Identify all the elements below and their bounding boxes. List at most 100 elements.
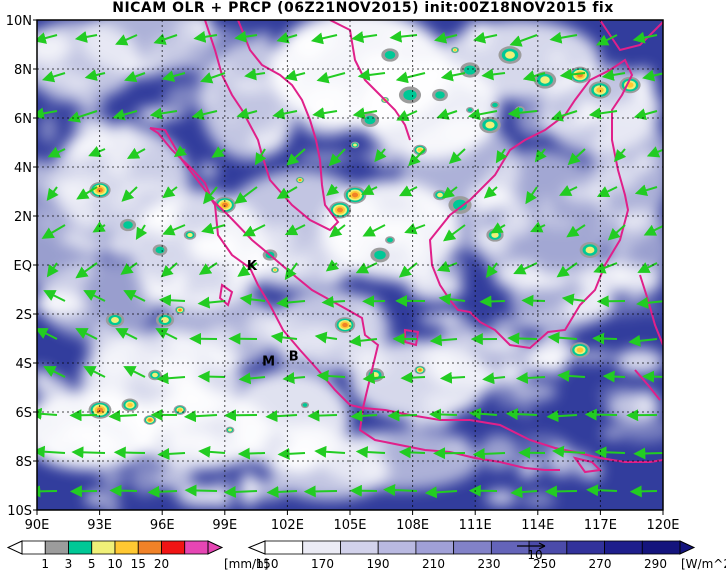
wind-vector — [482, 372, 506, 385]
wind-vector — [37, 32, 58, 44]
wind-vector — [276, 296, 306, 309]
wind-vector — [265, 410, 298, 423]
wind-vector — [160, 262, 178, 278]
olr-swatch — [453, 540, 492, 555]
precip-cell — [418, 368, 422, 372]
cloud-patch — [45, 376, 71, 402]
wind-vector — [113, 446, 146, 459]
precip-arrow-high — [207, 540, 224, 555]
cloud-patch — [302, 110, 351, 138]
cloud-patch — [117, 181, 174, 192]
cloud-patch — [302, 82, 354, 106]
precip-swatch — [184, 540, 209, 555]
wind-vector — [244, 68, 266, 81]
wind-vector — [46, 186, 59, 202]
wind-vector — [266, 485, 298, 498]
cloud-patch — [135, 347, 167, 361]
lon-label: 99E — [212, 518, 237, 533]
coast-sulawesi-south — [634, 369, 661, 401]
cloud-patch — [220, 431, 264, 464]
cloud-patch — [371, 216, 414, 246]
wind-vector — [636, 296, 663, 309]
precip-cell — [298, 179, 302, 181]
precip-cell — [178, 308, 182, 312]
wind-vector — [352, 107, 378, 120]
wind-vector — [200, 72, 226, 84]
precip-cell — [387, 237, 393, 243]
wind-vector — [120, 262, 138, 275]
precip-cell — [187, 232, 193, 238]
precip-cell — [485, 121, 495, 129]
cloud-patch — [204, 325, 240, 356]
wind-vector — [396, 110, 418, 121]
cloud-patch — [282, 424, 336, 444]
wind-vector — [483, 186, 498, 199]
cloud-patch — [74, 237, 129, 254]
wind-vector — [441, 186, 458, 199]
olr-swatch — [604, 540, 643, 555]
wind-vector — [633, 447, 663, 460]
wind-vector — [439, 371, 466, 384]
wind-vector — [429, 408, 458, 421]
wind-vector — [596, 186, 618, 197]
wind-vector — [566, 224, 586, 238]
cloud-patch — [170, 269, 187, 296]
lat-label: 4N — [14, 161, 32, 176]
cloud-patch — [213, 479, 235, 510]
wind-vector — [303, 485, 338, 498]
wind-vector — [310, 32, 338, 45]
olr-tick-label: 150 — [256, 557, 279, 571]
lon-label: 102E — [271, 518, 304, 533]
precip-cell — [417, 148, 423, 152]
wind-vector — [510, 486, 538, 499]
wind-vector — [37, 485, 58, 498]
precip-cell — [161, 317, 169, 323]
cloud-patch — [103, 148, 132, 180]
cloud-patch — [253, 421, 291, 433]
coast-malay-peninsula — [204, 20, 340, 232]
station-label: B — [289, 350, 299, 365]
chart-title: NICAM OLR + PRCP (06Z21NOV2015) init:00Z… — [112, 0, 614, 16]
olr-tick-label: 170 — [311, 557, 334, 571]
cloud-patch — [539, 119, 595, 131]
lat-label: 6N — [14, 112, 32, 127]
wind-vector — [71, 446, 106, 459]
precip-cell — [336, 207, 344, 213]
wind-vector — [325, 259, 340, 272]
lon-label: 111E — [459, 518, 492, 533]
wind-vector — [362, 224, 386, 237]
wind-vector — [473, 31, 498, 44]
cloud-patch — [198, 161, 218, 180]
wind-vector — [351, 31, 378, 44]
cloud-patch — [174, 226, 188, 244]
cloud-patch — [616, 265, 662, 298]
cloud-patch — [218, 30, 235, 41]
wind-vector — [424, 486, 458, 499]
wind-vector — [184, 484, 218, 497]
precip-swatch — [161, 540, 186, 555]
wind-vector — [135, 224, 148, 240]
wind-vector — [355, 446, 386, 459]
cloud-patch — [458, 318, 475, 350]
wind-vector — [472, 447, 506, 460]
cloud-patch — [65, 76, 93, 91]
wind-vector — [559, 68, 586, 81]
cloud-patch — [362, 459, 385, 477]
precip-cell — [302, 403, 308, 407]
station-label: M — [262, 354, 275, 369]
cloud-patch — [421, 395, 474, 409]
precip-cell — [342, 322, 348, 328]
olr-tick-label: 210 — [422, 557, 445, 571]
cloud-patch — [265, 223, 295, 254]
wind-vector — [67, 110, 98, 123]
wind-vector — [628, 334, 658, 347]
lon-label: 90E — [25, 518, 50, 533]
cloud-patch — [521, 492, 556, 507]
wind-vector — [567, 148, 586, 166]
olr-swatch — [377, 540, 417, 555]
cloud-patch — [437, 353, 452, 388]
cloud-patch — [38, 291, 85, 316]
precip-tick-label: 20 — [154, 557, 169, 571]
wind-vector — [440, 69, 466, 82]
precip-unit-label: [mm/h] — [224, 557, 268, 571]
